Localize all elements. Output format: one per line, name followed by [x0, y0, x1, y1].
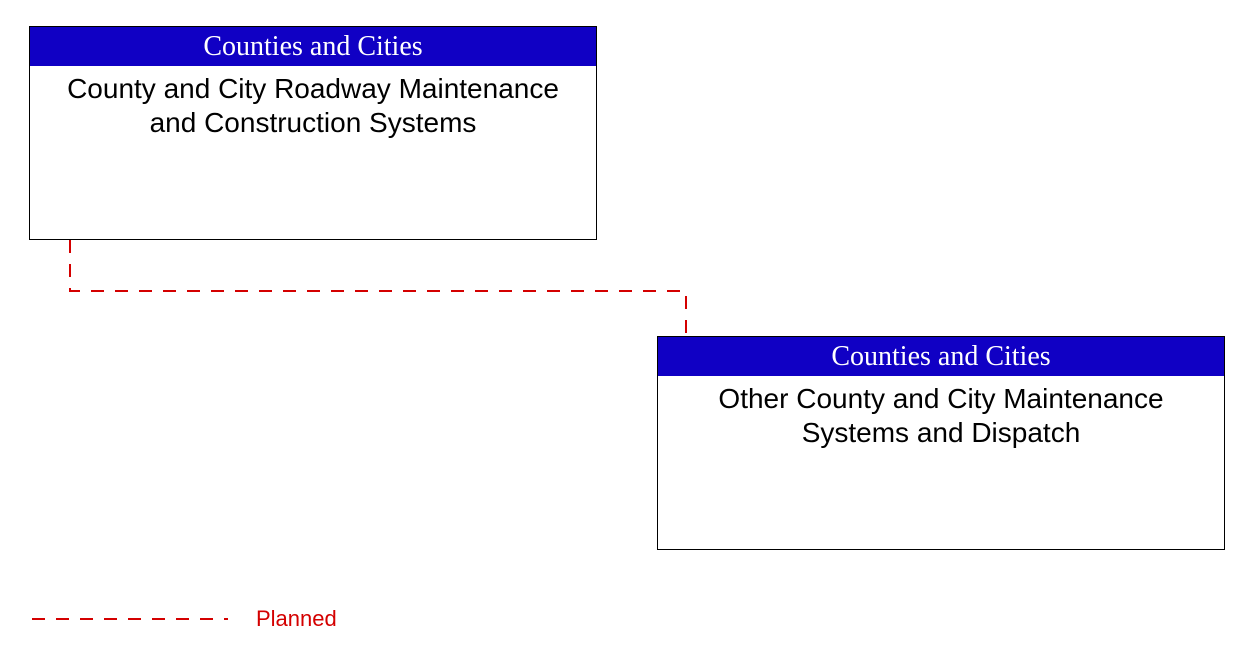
- node-body-1: County and City Roadway Maintenance and …: [30, 66, 596, 139]
- node-header-1: Counties and Cities: [30, 27, 596, 66]
- node-other-county-city-maintenance: Counties and Cities Other County and Cit…: [657, 336, 1225, 550]
- legend-label: Planned: [256, 606, 337, 632]
- planned-connector: [70, 240, 686, 336]
- node-header-2: Counties and Cities: [658, 337, 1224, 376]
- legend-line-svg: [32, 617, 228, 621]
- legend: Planned: [32, 606, 337, 632]
- node-county-city-roadway-maintenance: Counties and Cities County and City Road…: [29, 26, 597, 240]
- node-body-2: Other County and City Maintenance System…: [658, 376, 1224, 449]
